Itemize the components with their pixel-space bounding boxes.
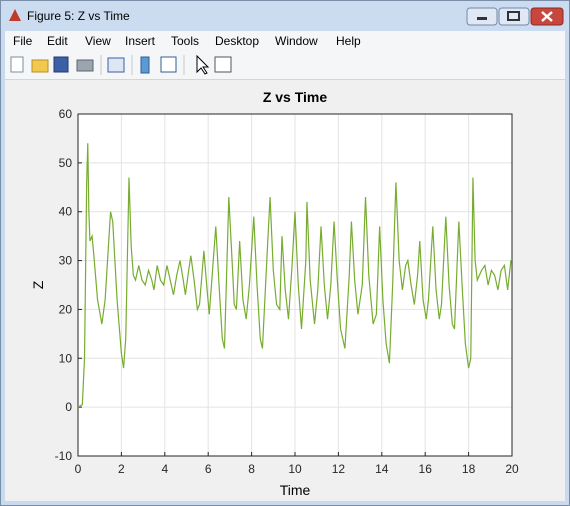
x-tick-label: 14 xyxy=(375,462,389,476)
menu-item[interactable]: File xyxy=(13,34,33,48)
x-tick-label: 8 xyxy=(248,462,255,476)
minimize-button[interactable] xyxy=(466,7,498,26)
x-tick-label: 6 xyxy=(205,462,212,476)
menu-item[interactable]: Window xyxy=(275,34,318,48)
chart-title: Z vs Time xyxy=(263,89,328,105)
link-icon[interactable] xyxy=(107,57,125,73)
y-tick-label: -10 xyxy=(55,449,73,463)
x-tick-label: 0 xyxy=(75,462,82,476)
data-line xyxy=(77,143,512,408)
menu-item[interactable]: Desktop xyxy=(215,34,260,48)
property-icon[interactable] xyxy=(214,56,232,73)
x-tick-label: 20 xyxy=(505,462,519,476)
print-icon[interactable] xyxy=(76,59,94,72)
y-axis-label: Z xyxy=(30,280,46,289)
save-icon[interactable] xyxy=(53,56,69,73)
maximize-button[interactable] xyxy=(498,7,530,26)
new-icon[interactable] xyxy=(10,56,24,73)
x-tick-label: 18 xyxy=(462,462,476,476)
menu-item[interactable]: Insert xyxy=(125,34,156,48)
app-icon xyxy=(9,9,21,21)
y-tick-label: 10 xyxy=(59,351,73,365)
menu-item[interactable]: Edit xyxy=(47,34,68,48)
menu-item[interactable]: Help xyxy=(336,34,361,48)
title-bar-graphics xyxy=(1,1,569,31)
legend-icon[interactable] xyxy=(160,56,177,73)
y-tick-label: 60 xyxy=(59,107,73,121)
y-tick-label: 0 xyxy=(65,400,72,414)
menu-bar: File Edit View Insert Tools Desktop Wind… xyxy=(5,31,565,51)
title-bar: Figure 5: Z vs Time xyxy=(1,1,569,31)
y-tick-label: 20 xyxy=(59,302,73,316)
minimize-glyph xyxy=(477,17,487,20)
y-tick-label: 40 xyxy=(59,205,73,219)
y-tick-label: 50 xyxy=(59,156,73,170)
menu-item[interactable]: View xyxy=(85,34,111,48)
maximize-glyph xyxy=(507,11,520,21)
x-tick-label: 2 xyxy=(118,462,125,476)
x-tick-label: 10 xyxy=(288,462,302,476)
toolbar xyxy=(5,51,565,80)
menu-item[interactable]: Tools xyxy=(171,34,200,48)
x-axis-label: Time xyxy=(280,482,311,498)
x-tick-label: 4 xyxy=(161,462,168,476)
axes-box xyxy=(77,113,513,457)
figure-area: Z vs Time Time Z -10 0 10 20 30 40 50 60 0 2 4 6 8 10… xyxy=(5,80,565,501)
y-tick-label: 30 xyxy=(59,254,73,268)
x-tick-label: 12 xyxy=(332,462,346,476)
colorbar-icon[interactable] xyxy=(140,56,150,74)
window-title: Figure 5: Z vs Time xyxy=(27,9,130,23)
pointer-icon[interactable] xyxy=(196,54,210,75)
toolbar-icons xyxy=(10,54,232,75)
open-icon[interactable] xyxy=(31,59,49,73)
x-tick-label: 16 xyxy=(419,462,433,476)
close-glyph xyxy=(541,11,553,22)
